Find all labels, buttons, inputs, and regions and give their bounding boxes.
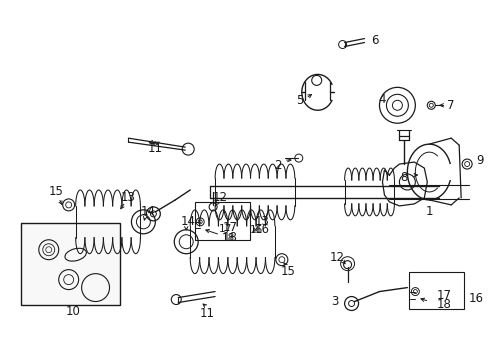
Text: 8: 8: [400, 171, 407, 184]
Text: 5: 5: [296, 94, 303, 107]
Text: 12: 12: [212, 192, 227, 204]
Text: 7: 7: [447, 99, 454, 112]
Text: 14: 14: [141, 205, 156, 219]
Text: 17: 17: [218, 224, 231, 234]
Text: 9: 9: [475, 154, 483, 167]
Text: 18: 18: [222, 231, 237, 244]
Text: 10: 10: [65, 305, 80, 318]
Text: 3: 3: [330, 295, 338, 308]
Text: 18: 18: [221, 233, 234, 243]
Bar: [195, 202, 249, 240]
Text: 6: 6: [370, 34, 378, 47]
Text: 14: 14: [181, 215, 195, 228]
Text: 2: 2: [274, 158, 281, 172]
Text: 17: 17: [436, 289, 451, 302]
Text: 16: 16: [468, 292, 483, 305]
Text: 17: 17: [222, 221, 237, 234]
Text: 11: 11: [199, 307, 214, 320]
Text: 12: 12: [329, 251, 345, 264]
Text: 13: 13: [121, 192, 136, 204]
Text: 16: 16: [249, 225, 262, 235]
Text: 15: 15: [48, 185, 63, 198]
Bar: [408, 272, 463, 310]
Text: 18: 18: [436, 298, 451, 311]
Bar: [21, 223, 120, 305]
Text: 11: 11: [147, 141, 163, 155]
Text: 4: 4: [378, 93, 386, 106]
Text: 13: 13: [254, 215, 269, 228]
Text: 16: 16: [254, 223, 269, 236]
Text: 15: 15: [280, 265, 295, 278]
Text: 1: 1: [425, 205, 432, 219]
